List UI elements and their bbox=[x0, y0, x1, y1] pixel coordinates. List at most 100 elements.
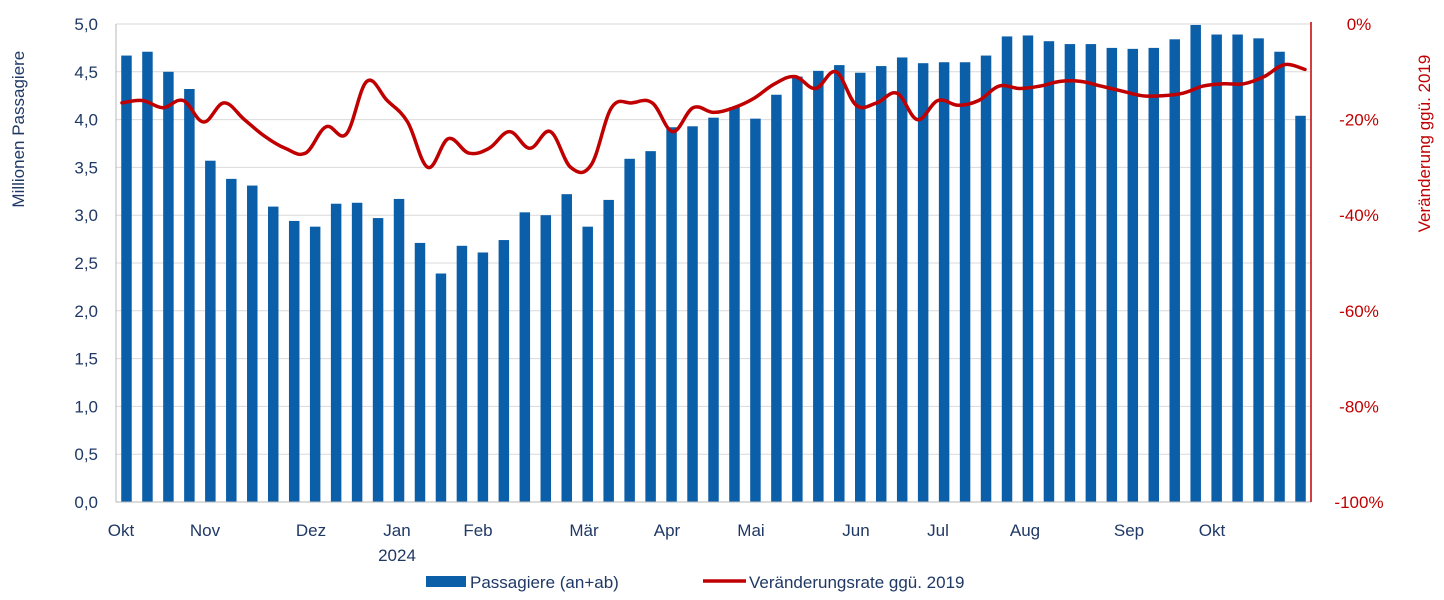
y-tick-label-left: 2,5 bbox=[74, 254, 98, 273]
bar bbox=[498, 240, 510, 502]
bar bbox=[980, 55, 992, 502]
bar bbox=[645, 151, 656, 502]
bar bbox=[288, 220, 300, 502]
bar bbox=[163, 71, 174, 503]
line-series-veraenderungsrate bbox=[120, 62, 1307, 175]
bar bbox=[540, 215, 552, 502]
y-tick-label-left: 3,0 bbox=[74, 206, 98, 225]
x-axis-ticks: Okt Nov Dez Jan Feb Mär Apr Mai Jun Jul Aug Sep Okt bbox=[108, 521, 1226, 540]
y-tick-label-left: 0,5 bbox=[74, 445, 98, 464]
bar bbox=[247, 185, 258, 502]
bar bbox=[456, 245, 468, 503]
bar bbox=[1043, 41, 1055, 502]
legend-label-line: Veränderungsrate ggü. 2019 bbox=[749, 573, 965, 592]
bar bbox=[813, 70, 824, 503]
bar bbox=[938, 62, 950, 503]
bar bbox=[771, 94, 782, 502]
y-tick-label-right: -60% bbox=[1339, 302, 1379, 321]
bar bbox=[393, 198, 405, 502]
bar bbox=[519, 212, 531, 502]
bar bbox=[666, 127, 677, 503]
y-tick-label-right: -40% bbox=[1339, 206, 1379, 225]
right-axis-ticks: -100% -80% -60% -40% -20% 0% bbox=[1334, 15, 1383, 512]
bar bbox=[834, 65, 845, 502]
bar bbox=[1127, 48, 1139, 503]
bar bbox=[414, 242, 426, 502]
bar bbox=[267, 206, 279, 502]
bar bbox=[875, 66, 887, 503]
bar bbox=[1169, 39, 1180, 503]
x-tick-label: Mär bbox=[569, 521, 599, 540]
x-tick-label: Nov bbox=[190, 521, 221, 540]
bar bbox=[603, 199, 614, 503]
bar bbox=[750, 118, 761, 503]
y-tick-label-left: 5,0 bbox=[74, 15, 98, 34]
bar bbox=[1106, 47, 1118, 503]
y-tick-label-left: 2,0 bbox=[74, 302, 98, 321]
legend-swatch-bar bbox=[426, 576, 466, 587]
bar bbox=[1001, 36, 1013, 502]
bar bbox=[184, 89, 195, 503]
bar bbox=[687, 126, 698, 503]
bar bbox=[1253, 38, 1264, 503]
y-tick-label-left: 3,5 bbox=[74, 158, 98, 177]
bar bbox=[708, 117, 719, 503]
x-tick-label: Feb bbox=[463, 521, 492, 540]
x-tick-label: Jun bbox=[842, 521, 869, 540]
y-axis-title-left: Millionen Passagiere bbox=[9, 51, 28, 208]
bar bbox=[1232, 34, 1243, 503]
left-axis-ticks: 0,0 0,5 1,0 1,5 2,0 2,5 3,0 3,5 4,0 4,5 5,0 bbox=[74, 15, 98, 512]
y-tick-label-right: -80% bbox=[1339, 397, 1379, 416]
bar bbox=[1190, 24, 1201, 503]
bar bbox=[121, 55, 132, 502]
bar bbox=[477, 252, 489, 502]
x-tick-label: Okt bbox=[108, 521, 135, 540]
bar bbox=[792, 76, 803, 502]
bar bbox=[205, 160, 216, 502]
y-axis-title-right: Veränderung ggü. 2019 bbox=[1415, 55, 1434, 233]
y-tick-label-left: 1,0 bbox=[74, 397, 98, 416]
y-tick-label-right: -100% bbox=[1334, 493, 1383, 512]
x-tick-label: Sep bbox=[1114, 521, 1144, 540]
bar bbox=[1295, 115, 1306, 502]
bar bbox=[1064, 44, 1076, 503]
legend: Passagiere (an+ab) Veränderungsrate ggü.… bbox=[426, 573, 965, 592]
bar bbox=[855, 72, 866, 503]
x-tick-label: Jan bbox=[383, 521, 410, 540]
y-tick-label-left: 1,5 bbox=[74, 350, 98, 369]
bar bbox=[624, 158, 635, 502]
x-year-label: 2024 bbox=[378, 546, 416, 565]
x-tick-label: Mai bbox=[737, 521, 764, 540]
bar bbox=[917, 63, 929, 503]
y-tick-label-right: -20% bbox=[1339, 111, 1379, 130]
x-tick-label: Okt bbox=[1199, 521, 1226, 540]
y-tick-label-left: 4,0 bbox=[74, 111, 98, 130]
y-tick-label-left: 4,5 bbox=[74, 63, 98, 82]
bar bbox=[1148, 47, 1160, 503]
bar bbox=[309, 226, 321, 502]
y-tick-label-left: 0,0 bbox=[74, 493, 98, 512]
bar bbox=[351, 202, 363, 502]
bar bbox=[1274, 51, 1285, 502]
bar bbox=[330, 203, 342, 502]
x-tick-label: Aug bbox=[1010, 521, 1040, 540]
bar bbox=[1022, 35, 1034, 503]
bar bbox=[729, 107, 740, 502]
x-tick-label: Dez bbox=[296, 521, 326, 540]
bar bbox=[582, 226, 593, 502]
y-tick-label-right: 0% bbox=[1347, 15, 1372, 34]
bar-series-passagiere bbox=[121, 24, 1306, 503]
bar bbox=[561, 194, 572, 502]
x-tick-label: Jul bbox=[927, 521, 949, 540]
bar bbox=[1211, 34, 1222, 503]
bar bbox=[1085, 44, 1097, 503]
x-tick-label: Apr bbox=[654, 521, 681, 540]
legend-label-bar: Passagiere (an+ab) bbox=[470, 573, 619, 592]
bar bbox=[435, 273, 447, 502]
bar bbox=[372, 218, 384, 502]
bar bbox=[226, 178, 237, 502]
bar bbox=[896, 57, 908, 503]
bar bbox=[959, 62, 971, 503]
bar bbox=[142, 51, 153, 502]
